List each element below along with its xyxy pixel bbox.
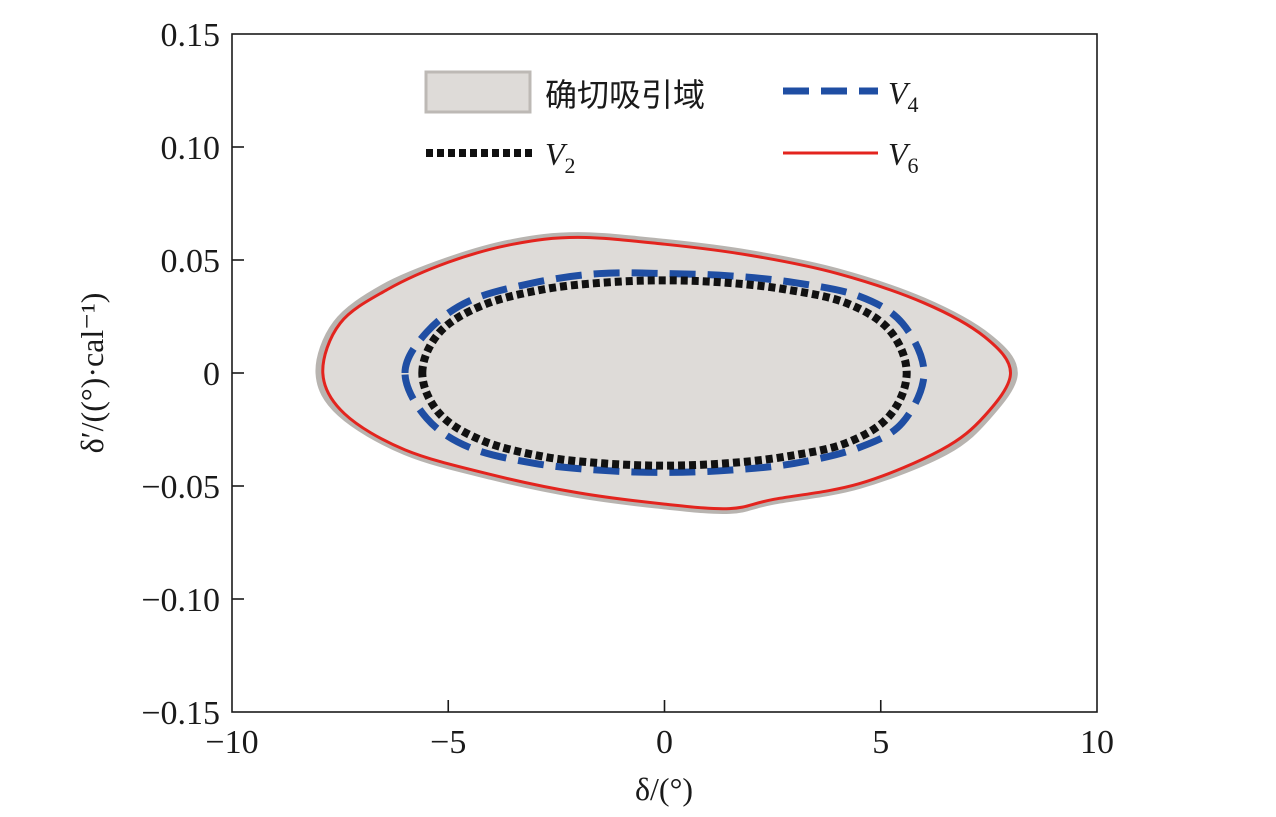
legend-label-v6: V6: [888, 136, 919, 178]
series-v2-line: [418, 276, 911, 470]
y-tick-label: 0.05: [161, 243, 221, 280]
legend-label-v4-letter: V: [888, 75, 911, 111]
legend: 确切吸引域 V4 V2 V6: [424, 70, 919, 178]
legend-label-v6-letter: V: [888, 136, 911, 172]
y-axis-label: δ′/((°)·cal⁻¹): [74, 293, 110, 454]
legend-swatch-region: [424, 70, 532, 114]
legend-label-v2: V2: [545, 136, 576, 178]
x-tick-label: −5: [430, 724, 466, 761]
x-tick-label: 0: [656, 724, 673, 761]
legend-label-region: 确切吸引域: [545, 76, 705, 114]
series-v6-line: [321, 235, 1013, 511]
legend-label-v2-sub: 2: [565, 153, 576, 178]
y-tick-label: −0.10: [141, 582, 220, 619]
series-v4-line: [401, 269, 928, 476]
x-tick-label: −10: [205, 724, 258, 761]
legend-label-v4: V4: [888, 75, 919, 117]
y-tick-label: −0.05: [141, 469, 220, 506]
ticks-layer: −10 −5 0 5 10 −0.15 −0.10 −0.05 0 0.05 0.10 0.15: [141, 17, 1114, 761]
x-tick-label: 5: [872, 724, 889, 761]
x-tick-label: 10: [1080, 724, 1114, 761]
legend-label-v4-sub: 4: [908, 92, 919, 117]
plot-layer: [315, 232, 1018, 514]
legend-label-v6-sub: 6: [908, 153, 919, 178]
y-tick-label: 0: [203, 356, 220, 393]
y-tick-label: −0.15: [141, 695, 220, 732]
y-tick-label: 0.10: [161, 130, 221, 167]
y-tick-label: 0.15: [161, 17, 221, 54]
x-axis-label: δ/(°): [635, 771, 693, 807]
legend-label-v2-letter: V: [545, 136, 568, 172]
